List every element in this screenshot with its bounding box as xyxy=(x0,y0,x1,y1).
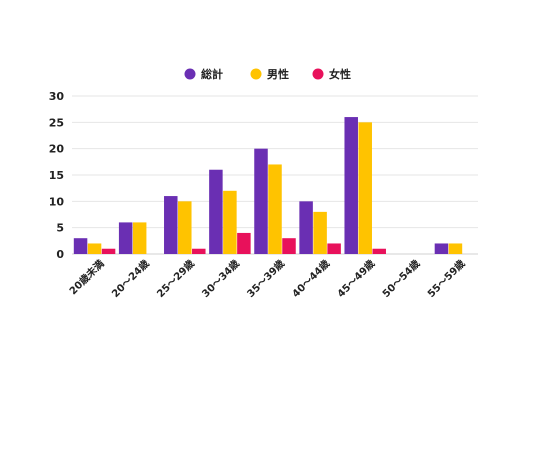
legend-label: 女性 xyxy=(329,67,351,81)
bar-total xyxy=(73,238,88,254)
bar-male xyxy=(313,211,327,254)
y-axis: 0 5 10 15 20 25 30 xyxy=(49,90,65,261)
bar-male xyxy=(448,243,463,254)
x-tick-label: 55～59歳 xyxy=(425,257,468,300)
y-tick-label: 25 xyxy=(49,116,64,129)
y-tick-label: 15 xyxy=(49,169,64,182)
bar-total xyxy=(434,243,449,254)
x-tick-label: 45～49歳 xyxy=(334,257,377,300)
y-tick-label: 10 xyxy=(49,195,65,208)
x-axis: 20歳未満 20～24歳 25～29歳 30～34歳 35～39歳 40～44歳 45～49… xyxy=(66,257,467,300)
bar-female xyxy=(101,248,116,254)
legend-label: 男性 xyxy=(267,67,289,81)
y-tick-label: 5 xyxy=(56,222,64,235)
bar-female xyxy=(192,248,206,254)
x-tick-label: 25～29歳 xyxy=(154,257,197,300)
x-tick-label: 50～54歳 xyxy=(379,257,422,300)
bar-female xyxy=(372,248,386,254)
x-tick-label: 35～39歳 xyxy=(244,257,287,300)
x-tick-label: 30～34歳 xyxy=(199,257,242,300)
bar-male xyxy=(268,164,282,254)
bar-female xyxy=(327,243,341,254)
x-tick-label: 40～44歳 xyxy=(289,257,332,300)
bar-male xyxy=(87,243,102,254)
bar-male xyxy=(358,122,372,254)
x-tick-label: 20歳未満 xyxy=(66,257,106,297)
bar-total xyxy=(254,148,268,254)
bar-male xyxy=(132,222,147,254)
bar-female xyxy=(282,238,296,254)
legend-marker xyxy=(184,68,196,80)
y-tick-label: 30 xyxy=(49,90,65,103)
legend-marker xyxy=(250,68,262,80)
bars xyxy=(73,117,463,254)
bar-total xyxy=(164,196,178,254)
bar-total xyxy=(344,117,358,254)
y-tick-label: 20 xyxy=(49,143,65,156)
bar-female xyxy=(237,232,251,254)
bar-total xyxy=(299,201,313,254)
y-tick-label: 0 xyxy=(56,248,64,261)
bar-male xyxy=(178,201,192,254)
bar-male xyxy=(223,190,237,254)
legend: 総計 男性 女性 xyxy=(184,67,351,81)
legend-label: 総計 xyxy=(201,67,223,81)
bar-total xyxy=(118,222,133,254)
bar-total xyxy=(209,169,223,254)
legend-marker xyxy=(312,68,324,80)
x-tick-label: 20～24歳 xyxy=(109,257,152,300)
